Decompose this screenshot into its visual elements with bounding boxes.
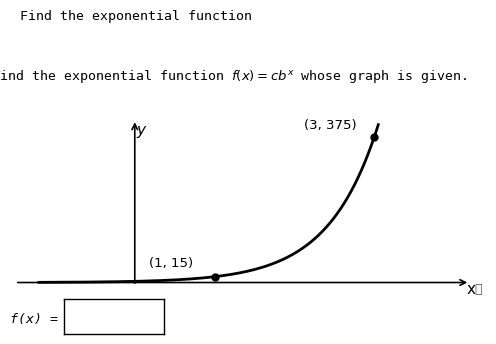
- Text: (3, 375): (3, 375): [304, 119, 357, 132]
- Text: x: x: [466, 282, 475, 297]
- Text: Find the exponential function $f(x) = cb^x$ whose graph is given.: Find the exponential function $f(x) = cb…: [0, 68, 467, 85]
- Text: f(x) =: f(x) =: [10, 313, 58, 326]
- Text: (1, 15): (1, 15): [149, 257, 193, 270]
- Text: Find the exponential function: Find the exponential function: [20, 10, 260, 23]
- Text: y: y: [137, 123, 146, 138]
- Text: ⓘ: ⓘ: [474, 283, 482, 296]
